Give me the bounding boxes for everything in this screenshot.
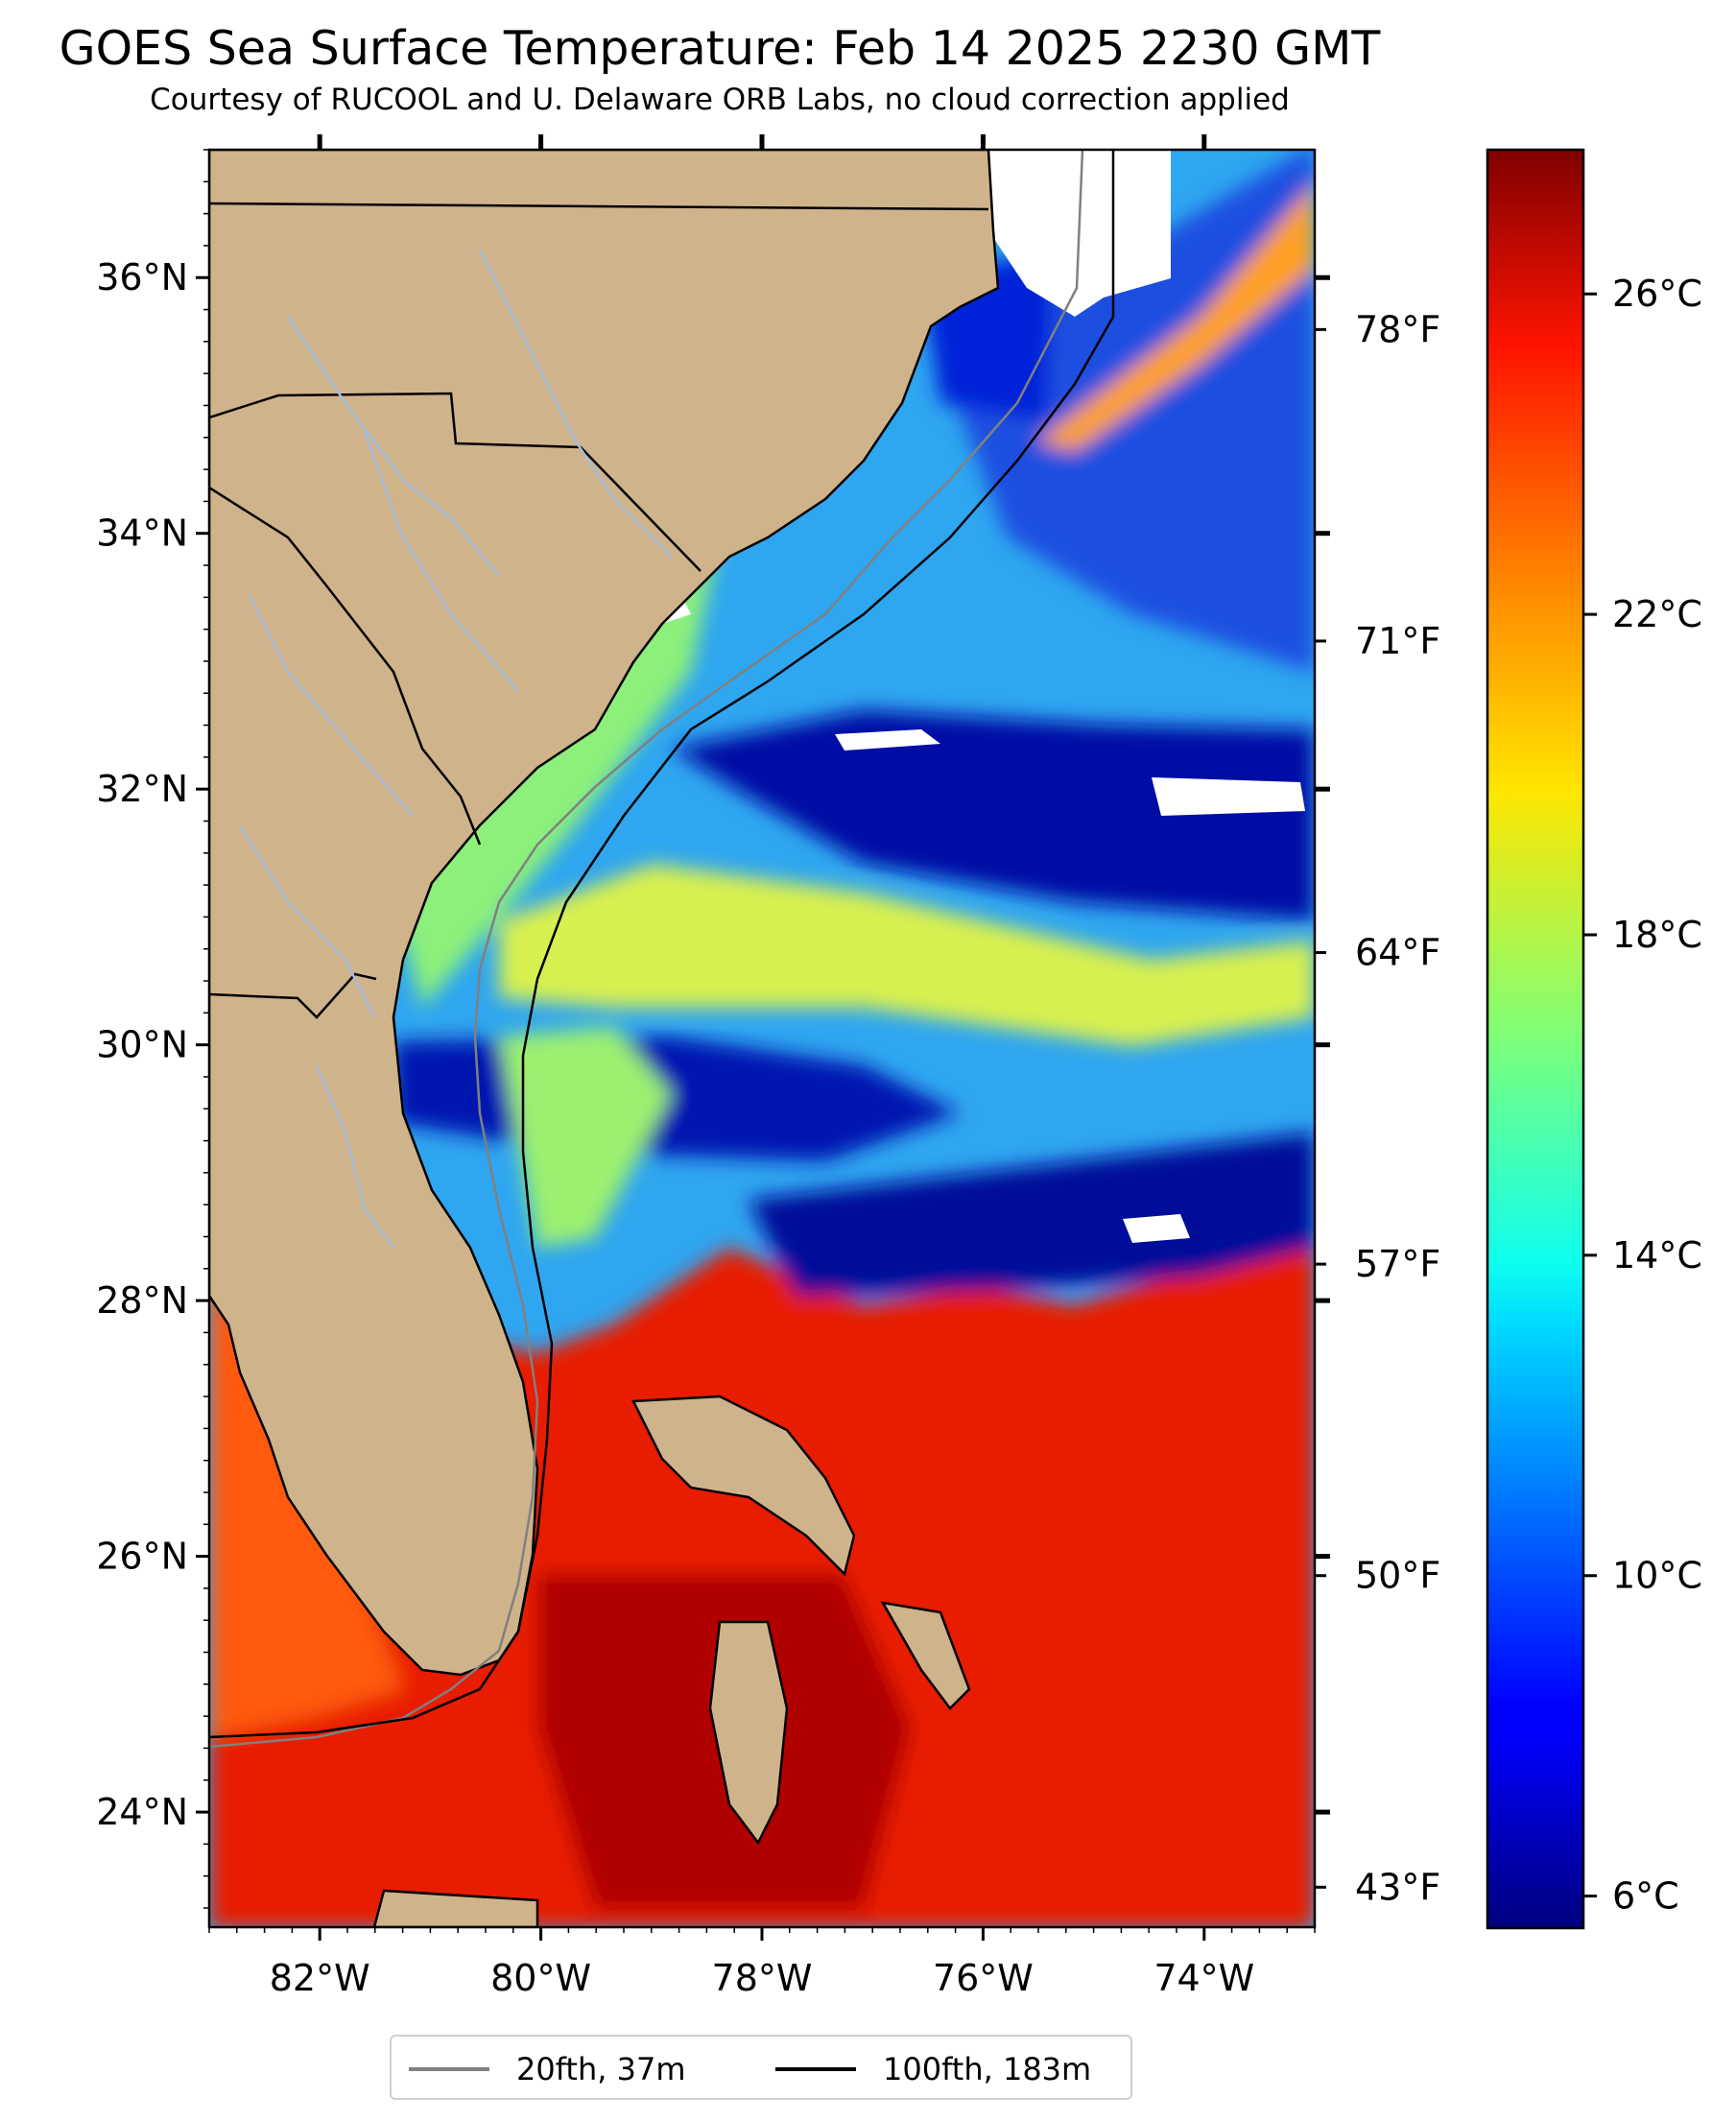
lat-tick-label: 28°N bbox=[96, 1279, 188, 1322]
lat-tick-label: 36°N bbox=[96, 256, 188, 298]
legend-item-20fth: 20fth, 37m bbox=[409, 2050, 685, 2088]
colorbar bbox=[1486, 148, 1585, 1930]
colorbar-tick-label: 26°C bbox=[1612, 273, 1702, 315]
legend-line-20fth bbox=[409, 2067, 489, 2071]
fahrenheit-tick-label: 43°F bbox=[1355, 1866, 1440, 1908]
state-borders bbox=[209, 202, 989, 1019]
colorbar-tick-label: 14°C bbox=[1612, 1234, 1702, 1276]
colorbar-tick-label: 6°C bbox=[1612, 1875, 1679, 1918]
southeast-us-land bbox=[209, 150, 1000, 1677]
colorbar-tick-label: 22°C bbox=[1612, 593, 1702, 635]
isobath-100fth bbox=[209, 150, 1115, 1739]
isobath-20fth bbox=[209, 150, 1084, 1749]
colorbar-tick-label: 10°C bbox=[1612, 1555, 1702, 1597]
colorbar-ticks: 6°C 10°C 14°C 18°C 22°C 26°C bbox=[1583, 273, 1702, 1918]
legend-item-100fth: 100fth, 183m bbox=[775, 2050, 1091, 2088]
eleuthera bbox=[880, 1601, 971, 1710]
sst-warm-tongue bbox=[499, 1027, 672, 1248]
map-title: GOES Sea Surface Temperature: Feb 14 202… bbox=[59, 21, 1381, 76]
sst-cold-band-north bbox=[672, 710, 1315, 921]
legend-label-20fth: 20fth, 37m bbox=[516, 2051, 686, 2087]
sst-orange-ne bbox=[1036, 182, 1315, 451]
grand-bahama bbox=[631, 1395, 856, 1577]
fahrenheit-tick-label: 57°F bbox=[1355, 1243, 1440, 1285]
lat-tick-label: 32°N bbox=[96, 768, 188, 810]
legend-line-100fth bbox=[775, 2067, 856, 2071]
land-areas bbox=[209, 150, 1000, 1927]
lon-tick-label: 82°W bbox=[270, 1957, 370, 1999]
colorbar-tick-label: 18°C bbox=[1612, 914, 1702, 956]
andros-island bbox=[708, 1620, 789, 1846]
sst-cold-band-south bbox=[749, 1133, 1315, 1296]
fahrenheit-tick-label: 71°F bbox=[1355, 620, 1440, 662]
rivers bbox=[238, 249, 673, 1249]
lat-tick-label: 24°N bbox=[96, 1791, 188, 1833]
legend-label-100fth: 100fth, 183m bbox=[883, 2051, 1092, 2087]
map-axes: 24°N 26°N 28°N 30°N 32°N 34°N 36°N 82°W 80°W 78°W… bbox=[96, 134, 1440, 1999]
fahrenheit-tick-label: 50°F bbox=[1355, 1555, 1440, 1597]
sst-yellow-filament bbox=[499, 864, 1315, 1046]
cuba-edge bbox=[372, 1889, 539, 1927]
lat-tick-label: 30°N bbox=[96, 1024, 188, 1066]
lon-tick-label: 80°W bbox=[490, 1957, 591, 1999]
lon-tick-label: 78°W bbox=[712, 1957, 813, 1999]
lon-tick-label: 74°W bbox=[1153, 1957, 1254, 1999]
fahrenheit-tick-label: 78°F bbox=[1355, 308, 1440, 350]
fahrenheit-tick-label: 64°F bbox=[1355, 932, 1440, 974]
map-subtitle: Courtesy of RUCOOL and U. Delaware ORB L… bbox=[150, 83, 1290, 117]
lat-tick-label: 34°N bbox=[96, 513, 188, 555]
lat-tick-label: 26°N bbox=[96, 1536, 188, 1578]
contour-legend: 20fth, 37m 100fth, 183m bbox=[390, 2035, 1132, 2100]
lon-tick-label: 76°W bbox=[933, 1957, 1034, 1999]
